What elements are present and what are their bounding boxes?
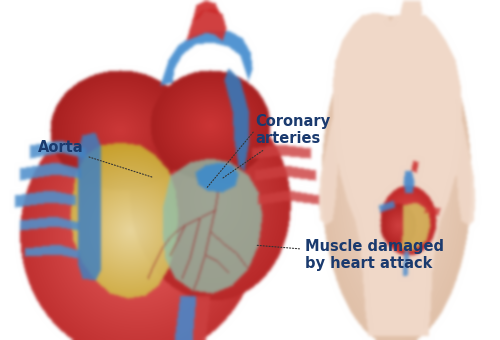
- Text: Coronary
arteries: Coronary arteries: [222, 114, 330, 178]
- Text: Muscle damaged
by heart attack: Muscle damaged by heart attack: [256, 239, 444, 271]
- Text: Aorta: Aorta: [38, 140, 152, 177]
